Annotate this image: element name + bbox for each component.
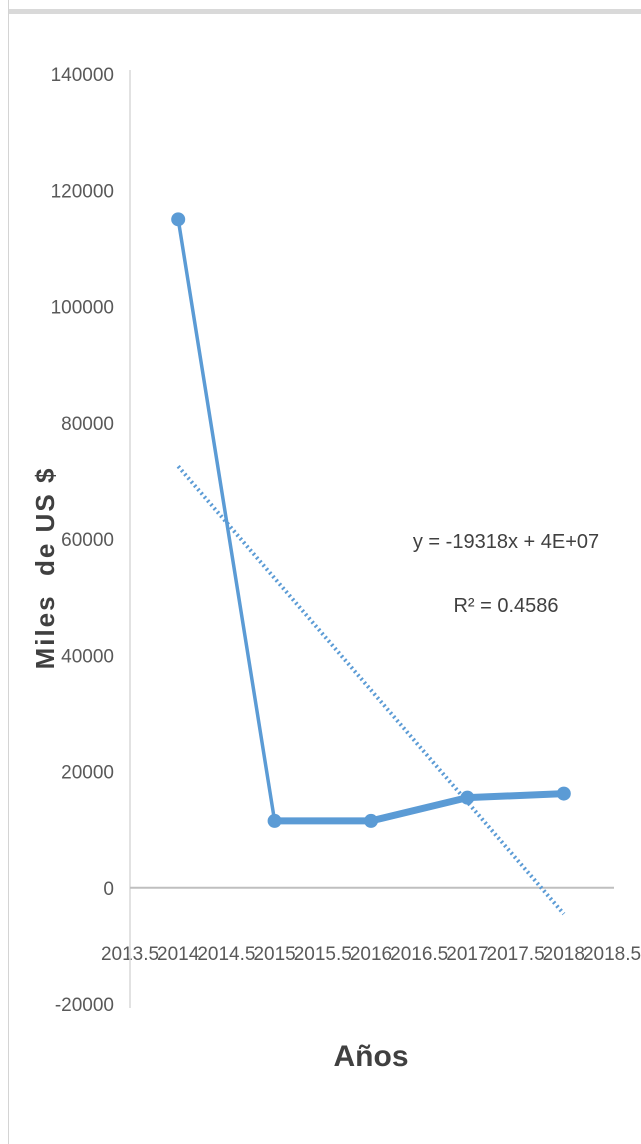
y-tick-label: 20000: [61, 763, 114, 784]
data-point-marker: [557, 787, 571, 801]
x-tick-label: 2015: [253, 944, 295, 965]
y-axis-title: Miles de US $: [30, 467, 60, 670]
series-markers: [171, 212, 571, 828]
y-tick-label: -20000: [55, 995, 114, 1016]
x-axis-title: Años: [334, 1040, 409, 1073]
x-tick-label: 2016.5: [390, 944, 448, 965]
x-tick-label: 2015.5: [294, 944, 352, 965]
y-tick-label: 120000: [51, 181, 114, 202]
data-point-marker: [268, 814, 282, 828]
data-point-marker: [364, 814, 378, 828]
y-tick-label: 140000: [51, 65, 114, 86]
y-tick-label: 0: [103, 879, 114, 900]
x-tick-label: 2017.5: [487, 944, 545, 965]
y-axis-ticks: -20000 0 20000 40000 60000 80000 100000 120000 1…: [51, 65, 114, 1016]
x-tick-label: 2017: [446, 944, 488, 965]
x-tick-label: 2016: [350, 944, 392, 965]
series-line: [178, 219, 564, 821]
y-tick-label: 60000: [61, 530, 114, 551]
x-tick-label: 2018.5: [583, 944, 641, 965]
y-tick-label: 100000: [51, 298, 114, 319]
x-axis-ticks: 2013.520142014.520152015.520162016.52017…: [101, 944, 641, 965]
series-polyline-thick: [275, 794, 564, 821]
y-tick-label: 40000: [61, 646, 114, 667]
x-tick-label: 2014.5: [197, 944, 255, 965]
y-tick-label: 80000: [61, 414, 114, 435]
x-tick-label: 2018: [543, 944, 585, 965]
data-point-marker: [171, 212, 185, 226]
x-tick-label: 2014: [157, 944, 200, 965]
data-point-marker: [460, 791, 474, 805]
series-polyline: [178, 219, 564, 821]
trendline-equation: y = -19318x + 4E+07: [413, 531, 599, 553]
trendline-r-squared: R² = 0.4586: [453, 595, 558, 617]
